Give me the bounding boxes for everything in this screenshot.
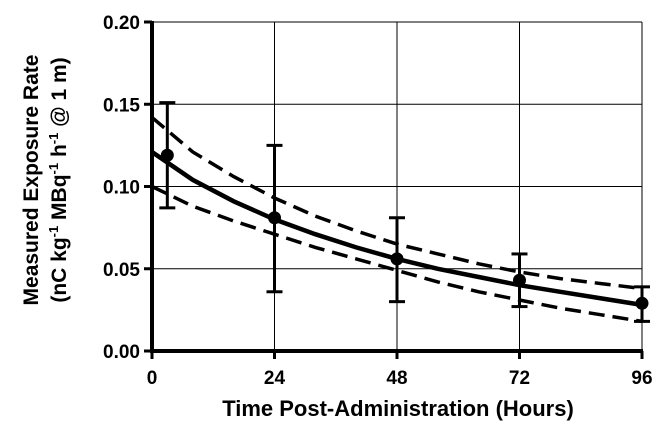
x-tick-label: 48 [386,368,407,389]
y-axis-title: Measured Exposure Rate (nC kg-1 MBq-1 h-… [20,55,71,306]
tick-labels: 0.00 0.05 0.10 0.15 0.20 0 24 48 72 96 [103,13,653,389]
y-axis-title-superscript: -1 [46,163,61,175]
y-tick-label: 0.15 [103,95,140,116]
y-axis-title-line1: Measured Exposure Rate [20,55,43,306]
data-point [513,273,526,287]
y-tick-label: 0.00 [103,342,140,363]
data-point [160,148,174,162]
x-tick-label: 72 [509,368,530,389]
y-axis-title-part: @ 1 m) [48,57,71,132]
axes [144,20,644,359]
x-tick-label: 24 [264,368,286,389]
x-tick-label: 96 [631,368,652,389]
series-layer [150,101,650,324]
x-axis-title: Time Post-Administration (Hours) [222,396,574,421]
data-point [390,252,404,266]
x-tick-label: 0 [147,368,158,389]
y-tick-label: 0.05 [103,260,140,281]
y-axis-title-part: MBq [48,174,71,225]
y-axis-title-part: (nC kg [48,237,71,302]
data-point [268,211,281,225]
y-axis-title-part: h [48,144,71,163]
y-axis-title-superscript: -1 [46,133,61,145]
y-tick-label: 0.10 [103,178,140,199]
data-point [635,296,649,310]
y-axis-title-line2: (nC kg-1 MBq-1 h-1 @ 1 m) [46,57,71,302]
y-axis-title-superscript: -1 [46,226,61,238]
y-tick-label: 0.20 [103,13,140,34]
